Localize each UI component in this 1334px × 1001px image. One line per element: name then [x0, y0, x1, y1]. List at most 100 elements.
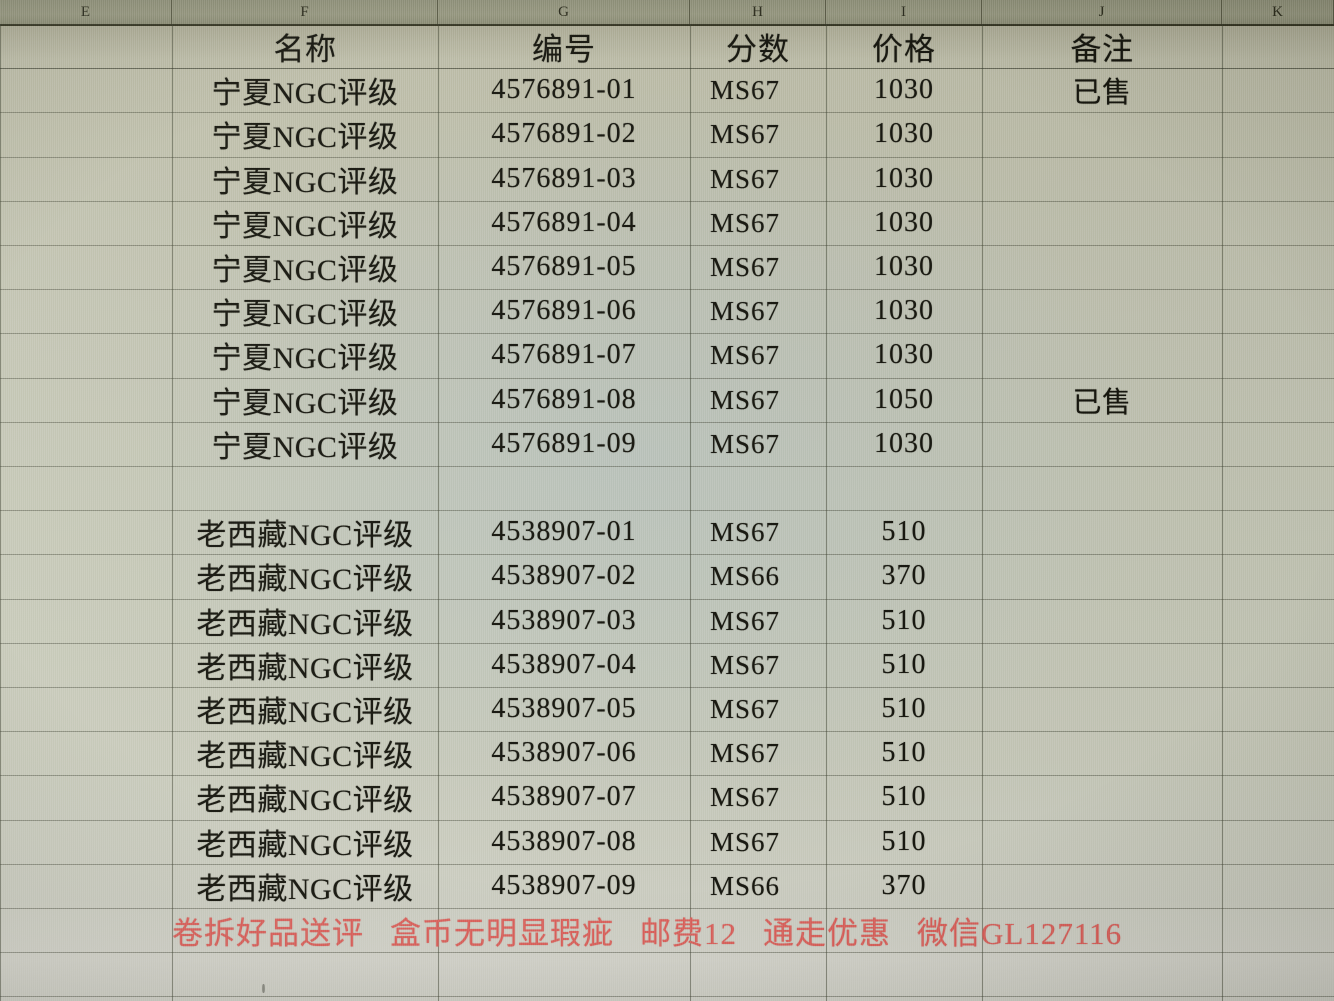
cell-grade[interactable]: MS66	[710, 870, 781, 901]
cell-serial[interactable]: 4538907-04	[491, 649, 637, 680]
column-letter-j[interactable]: J	[982, 0, 1222, 24]
cell-note[interactable]: 已售	[1072, 77, 1132, 109]
cell-grade[interactable]	[690, 466, 846, 510]
cell-serial[interactable]: 4538907-05	[491, 693, 637, 724]
header-cell-price[interactable]: 价格	[872, 31, 936, 67]
cell-price[interactable]: 510	[881, 693, 927, 724]
cell-note[interactable]	[982, 643, 1222, 687]
cell-price[interactable]: 510	[881, 649, 927, 680]
cell-serial[interactable]: 4576891-08	[491, 384, 637, 415]
cell-grade[interactable]: MS67	[710, 781, 781, 812]
cell-note[interactable]	[982, 289, 1222, 333]
column-letter-i[interactable]: I	[826, 0, 982, 24]
cell-serial[interactable]: 4538907-02	[491, 560, 637, 591]
column-letter-e[interactable]: E	[0, 0, 172, 24]
cell-price[interactable]	[826, 466, 982, 510]
cell-price[interactable]: 1030	[874, 295, 934, 326]
cell-price[interactable]: 510	[881, 781, 927, 812]
header-cell-name[interactable]: 名称	[273, 31, 337, 67]
cell-grade[interactable]: MS67	[710, 163, 781, 194]
cell-name[interactable]: 宁夏NGC评级	[211, 342, 399, 375]
cell-name[interactable]: 宁夏NGC评级	[211, 166, 399, 199]
cell-price[interactable]: 510	[881, 516, 927, 547]
cell-serial[interactable]: 4576891-05	[491, 251, 637, 282]
cell-note[interactable]	[982, 157, 1222, 201]
cell-serial[interactable]: 4538907-07	[491, 781, 637, 812]
cell-grade[interactable]: MS67	[710, 295, 781, 326]
cell-name[interactable]: 老西藏NGC评级	[196, 873, 414, 906]
cell-note[interactable]	[982, 820, 1222, 864]
cell-serial[interactable]: 4576891-07	[491, 339, 637, 370]
cell-price[interactable]: 1030	[874, 428, 934, 459]
cell-serial[interactable]	[438, 466, 690, 510]
cell-price[interactable]: 1030	[874, 163, 934, 194]
cell-grade[interactable]: MS67	[710, 251, 781, 282]
header-cell-serial[interactable]: 编号	[532, 31, 596, 67]
cell-note[interactable]: 已售	[1072, 387, 1132, 419]
cell-note[interactable]	[982, 554, 1222, 598]
cell-name[interactable]: 老西藏NGC评级	[196, 608, 414, 641]
cell-name[interactable]: 宁夏NGC评级	[211, 254, 399, 287]
column-letter-g[interactable]: G	[438, 0, 690, 24]
cell-note[interactable]	[982, 422, 1222, 466]
cell-serial[interactable]: 4538907-09	[491, 870, 637, 901]
cell-note[interactable]	[982, 510, 1222, 554]
cell-note[interactable]	[982, 599, 1222, 643]
cell-note[interactable]	[982, 731, 1222, 775]
cell-serial[interactable]: 4576891-03	[491, 163, 637, 194]
cell-price[interactable]: 1030	[874, 251, 934, 282]
cell-price[interactable]: 510	[881, 826, 927, 857]
cell-name[interactable]: 老西藏NGC评级	[196, 519, 414, 552]
cell-grade[interactable]: MS67	[710, 207, 781, 238]
cell-note[interactable]	[982, 112, 1222, 156]
cell-grade[interactable]: MS67	[710, 737, 781, 768]
cell-grade[interactable]: MS67	[710, 339, 781, 370]
cell-grade[interactable]: MS67	[710, 605, 781, 636]
cell-name[interactable]: 宁夏NGC评级	[211, 77, 399, 110]
cell-name[interactable]: 老西藏NGC评级	[196, 740, 414, 773]
cell-price[interactable]: 1030	[874, 118, 934, 149]
cell-serial[interactable]: 4576891-02	[491, 118, 637, 149]
cell-price[interactable]: 370	[881, 870, 927, 901]
cell-name[interactable]	[172, 466, 438, 510]
cell-note[interactable]	[982, 466, 1222, 510]
cell-grade[interactable]: MS67	[710, 516, 781, 547]
cell-note[interactable]	[982, 775, 1222, 819]
cell-grade[interactable]: MS67	[710, 384, 781, 415]
cell-note[interactable]	[982, 687, 1222, 731]
cell-name[interactable]: 宁夏NGC评级	[211, 431, 399, 464]
cell-serial[interactable]: 4538907-08	[491, 826, 637, 857]
cell-price[interactable]: 370	[881, 560, 927, 591]
cell-serial[interactable]: 4576891-04	[491, 207, 637, 238]
cell-name[interactable]: 宁夏NGC评级	[211, 387, 399, 420]
cell-grade[interactable]: MS67	[710, 428, 781, 459]
cell-grade[interactable]: MS66	[710, 560, 781, 591]
cell-grade[interactable]: MS67	[710, 649, 781, 680]
cell-name[interactable]: 老西藏NGC评级	[196, 652, 414, 685]
cell-name[interactable]: 老西藏NGC评级	[196, 696, 414, 729]
cell-name[interactable]: 老西藏NGC评级	[196, 784, 414, 817]
cell-serial[interactable]: 4576891-01	[491, 74, 637, 105]
cell-price[interactable]: 510	[881, 605, 927, 636]
cell-note[interactable]	[982, 333, 1222, 377]
header-cell-grade[interactable]: 分数	[726, 31, 790, 67]
cell-serial[interactable]: 4576891-09	[491, 428, 637, 459]
cell-serial[interactable]: 4538907-03	[491, 605, 637, 636]
cell-name[interactable]: 宁夏NGC评级	[211, 298, 399, 331]
cell-grade[interactable]: MS67	[710, 693, 781, 724]
cell-price[interactable]: 1050	[874, 384, 934, 415]
column-letter-h[interactable]: H	[690, 0, 826, 24]
cell-note[interactable]	[982, 201, 1222, 245]
cell-name[interactable]: 宁夏NGC评级	[211, 121, 399, 154]
cell-price[interactable]: 510	[881, 737, 927, 768]
cell-name[interactable]: 宁夏NGC评级	[211, 210, 399, 243]
cell-grade[interactable]: MS67	[710, 118, 781, 149]
cell-grade[interactable]: MS67	[710, 74, 781, 105]
cell-grade[interactable]: MS67	[710, 826, 781, 857]
cell-note[interactable]	[982, 864, 1222, 908]
column-letter-f[interactable]: F	[172, 0, 438, 24]
cell-price[interactable]: 1030	[874, 74, 934, 105]
cell-serial[interactable]: 4576891-06	[491, 295, 637, 326]
column-letter-k[interactable]: K	[1222, 0, 1334, 24]
cell-price[interactable]: 1030	[874, 207, 934, 238]
